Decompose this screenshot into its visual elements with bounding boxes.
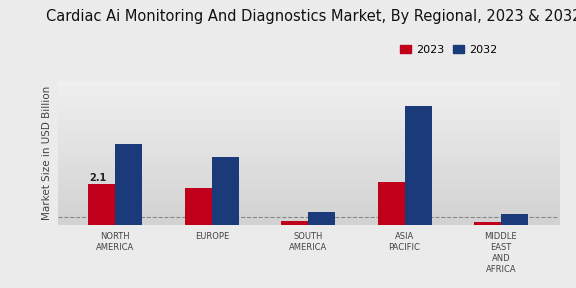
Bar (212, 158, 239, 225)
Bar (377, 182, 404, 225)
Bar (404, 106, 431, 225)
Y-axis label: Market Size in USD Billion: Market Size in USD Billion (42, 86, 52, 220)
Bar (501, 214, 528, 225)
Bar (115, 144, 142, 225)
Bar (185, 188, 212, 225)
Legend: 2023, 2032: 2023, 2032 (396, 40, 501, 59)
Text: Cardiac Ai Monitoring And Diagnostics Market, By Regional, 2023 & 2032: Cardiac Ai Monitoring And Diagnostics Ma… (46, 9, 576, 24)
Bar (89, 184, 115, 225)
Bar (474, 222, 501, 225)
Bar (281, 221, 308, 225)
Text: 2.1: 2.1 (89, 173, 107, 183)
Bar (308, 212, 335, 225)
